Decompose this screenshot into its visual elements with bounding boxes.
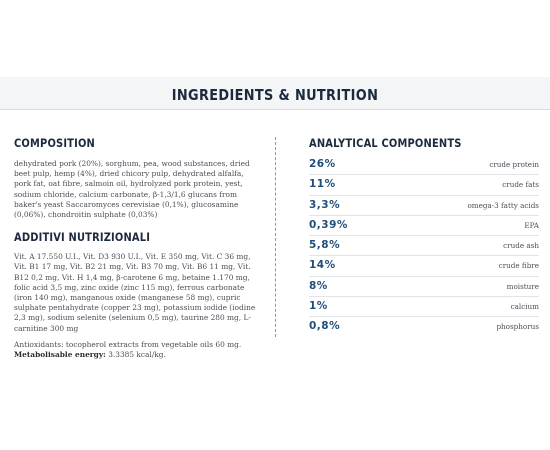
component-value: 26% (309, 158, 336, 170)
component-label: crude fats (502, 180, 539, 190)
column-divider (275, 137, 276, 337)
component-label: calcium (510, 302, 539, 312)
component-label: omega-3 fatty acids (467, 200, 539, 210)
energy-line: Metabolisable energy: 3.3385 kcal/kg. (14, 350, 258, 360)
composition-heading: COMPOSITION (14, 136, 95, 150)
component-label: EPA (524, 220, 539, 230)
additives-heading: ADDITIVI NUTRIZIONALI (14, 230, 151, 245)
component-value: 0,39% (309, 218, 348, 231)
component-value: 5,8% (309, 239, 341, 252)
left-column: COMPOSITION dehydrated pork (20%), sorgh… (14, 136, 258, 360)
energy-value: 3.3385 kcal/kg. (105, 350, 166, 360)
component-value: 0,8% (309, 320, 341, 333)
component-value: 1% (309, 300, 328, 313)
page-title: INGREDIENTS & NUTRITION (171, 86, 379, 104)
component-label: moisture (506, 281, 539, 291)
analytical-heading: ANALYTICAL COMPONENTS (309, 136, 462, 150)
additives-text: Vit. A 17.550 U.I., Vit. D3 930 U.I., Vi… (14, 252, 256, 333)
analytical-row: 26% crude protein (309, 155, 539, 176)
component-value: 11% (309, 178, 336, 191)
title-band-border (0, 109, 550, 110)
component-value: 14% (309, 259, 336, 272)
title-band (0, 77, 550, 109)
analytical-row: 14% crude fibre (309, 256, 539, 277)
analytical-row: 11% crude fats (309, 175, 539, 196)
component-label: crude fibre (498, 261, 539, 271)
analytical-row: 8% moisture (309, 277, 539, 298)
component-label: crude ash (503, 241, 539, 251)
component-label: crude protein (489, 160, 539, 169)
analytical-row: 1% calcium (309, 297, 539, 318)
component-value: 8% (309, 279, 328, 292)
analytical-row: 0,8% phosphorus (309, 317, 539, 336)
right-column: ANALYTICAL COMPONENTS 26% crude protein 1… (309, 136, 539, 337)
analytical-row: 0,39% EPA (309, 216, 539, 237)
analytical-row: 3,3% omega-3 fatty acids (309, 196, 539, 216)
composition-text: dehydrated pork (20%), sorghum, pea, woo… (14, 159, 250, 220)
analytical-table: 26% crude protein 11% crude fats 3,3% omega… (309, 155, 539, 337)
antioxidants-text: Antioxidants: tocopherol extracts from v… (14, 339, 242, 349)
energy-label: Metabolisable energy: (14, 350, 106, 360)
analytical-row: 5,8% crude ash (309, 236, 539, 257)
component-label: phosphorus (496, 322, 539, 332)
component-value: 3,3% (309, 198, 341, 211)
